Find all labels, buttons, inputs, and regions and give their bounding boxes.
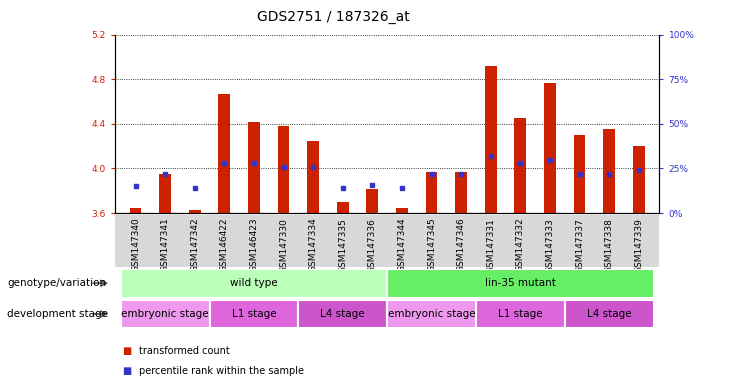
Text: GSM147337: GSM147337 xyxy=(575,218,584,273)
Bar xyxy=(308,141,319,213)
Bar xyxy=(633,146,645,213)
Bar xyxy=(159,174,171,213)
Bar xyxy=(544,83,556,213)
Bar xyxy=(130,207,142,213)
Bar xyxy=(367,189,379,213)
Bar xyxy=(278,126,290,213)
Bar xyxy=(387,300,476,328)
Text: GSM147345: GSM147345 xyxy=(427,218,436,272)
Bar xyxy=(337,202,349,213)
Bar xyxy=(565,300,654,328)
Bar xyxy=(476,300,565,328)
Text: GSM147342: GSM147342 xyxy=(190,218,199,272)
Text: L4 stage: L4 stage xyxy=(320,309,365,319)
Bar xyxy=(514,118,526,213)
Text: embryonic stage: embryonic stage xyxy=(122,309,209,319)
Text: GSM147331: GSM147331 xyxy=(486,218,495,273)
Bar xyxy=(455,172,467,213)
Text: ■: ■ xyxy=(122,346,131,356)
Text: transformed count: transformed count xyxy=(139,346,229,356)
Text: GSM147344: GSM147344 xyxy=(397,218,407,272)
Bar xyxy=(189,210,201,213)
Text: GSM147333: GSM147333 xyxy=(545,218,554,273)
Text: GSM147335: GSM147335 xyxy=(339,218,348,273)
Bar xyxy=(210,300,299,328)
Text: GSM147330: GSM147330 xyxy=(279,218,288,273)
Text: genotype/variation: genotype/variation xyxy=(7,278,107,288)
Bar xyxy=(219,94,230,213)
Text: GSM147340: GSM147340 xyxy=(131,218,140,272)
Bar xyxy=(387,269,654,298)
Bar xyxy=(396,207,408,213)
Text: development stage: development stage xyxy=(7,309,108,319)
Text: GSM147346: GSM147346 xyxy=(456,218,465,272)
Text: GSM146423: GSM146423 xyxy=(250,218,259,272)
Bar xyxy=(425,172,437,213)
Text: ■: ■ xyxy=(122,366,131,376)
Text: GSM147341: GSM147341 xyxy=(161,218,170,272)
Text: wild type: wild type xyxy=(230,278,278,288)
Text: GSM147339: GSM147339 xyxy=(634,218,643,273)
Bar xyxy=(121,269,388,298)
Bar xyxy=(603,129,615,213)
Text: L1 stage: L1 stage xyxy=(232,309,276,319)
Text: L1 stage: L1 stage xyxy=(498,309,542,319)
Bar xyxy=(248,122,260,213)
Text: GDS2751 / 187326_at: GDS2751 / 187326_at xyxy=(257,10,410,23)
Bar xyxy=(299,300,387,328)
Text: L4 stage: L4 stage xyxy=(587,309,631,319)
Text: percentile rank within the sample: percentile rank within the sample xyxy=(139,366,304,376)
Text: GSM146422: GSM146422 xyxy=(220,218,229,272)
Bar xyxy=(121,300,210,328)
Text: GSM147334: GSM147334 xyxy=(309,218,318,272)
Bar xyxy=(485,66,496,213)
Bar xyxy=(574,135,585,213)
Text: GSM147338: GSM147338 xyxy=(605,218,614,273)
Text: lin-35 mutant: lin-35 mutant xyxy=(485,278,556,288)
Text: GSM147332: GSM147332 xyxy=(516,218,525,272)
Text: GSM147336: GSM147336 xyxy=(368,218,377,273)
Text: embryonic stage: embryonic stage xyxy=(388,309,476,319)
